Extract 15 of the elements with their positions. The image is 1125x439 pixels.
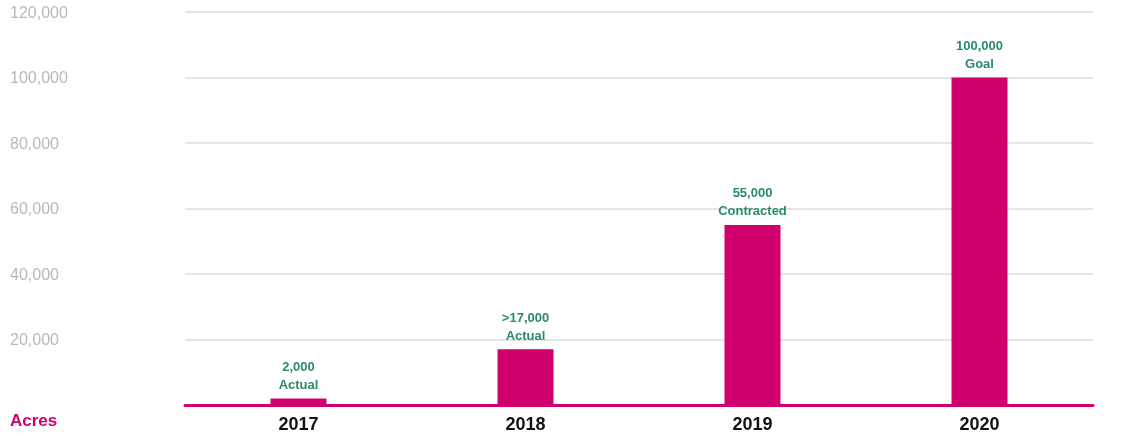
y-tick-label: 20,000 xyxy=(10,331,60,348)
y-tick-label: 80,000 xyxy=(10,134,60,152)
data-label: 55,000 Contracted xyxy=(718,185,787,219)
x-tick-label: 2018 xyxy=(505,414,546,434)
data-label: 2,000 Actual xyxy=(278,358,319,392)
y-tick-label: 120,000 xyxy=(10,3,68,21)
y-tick-label: 100,000 xyxy=(10,69,68,86)
y-tick-label: 60,000 xyxy=(10,200,60,217)
x-tick-label: 2019 xyxy=(732,414,773,434)
data-label: >17,000 Actual xyxy=(501,309,550,343)
y-axis-title: Acres xyxy=(10,411,58,430)
x-tick-label: 2017 xyxy=(278,414,319,434)
x-tick-label: 2020 xyxy=(959,414,1000,434)
data-label: 100,000 Goal xyxy=(956,38,1003,71)
y-tick-label: 40,000 xyxy=(10,265,60,283)
